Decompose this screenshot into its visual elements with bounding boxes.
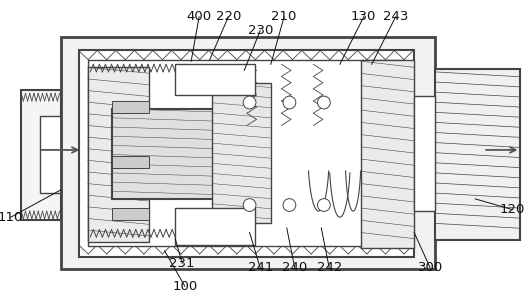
Text: 220: 220 bbox=[216, 10, 241, 23]
Circle shape bbox=[318, 96, 330, 109]
Text: 210: 210 bbox=[271, 10, 297, 23]
Bar bbox=[212, 83, 271, 223]
Text: 110: 110 bbox=[0, 211, 23, 224]
Text: 130: 130 bbox=[351, 10, 376, 23]
Text: 120: 120 bbox=[500, 203, 525, 216]
Bar bbox=[112, 208, 149, 220]
Text: 241: 241 bbox=[247, 261, 273, 274]
Bar bbox=[88, 60, 404, 246]
Circle shape bbox=[283, 199, 296, 211]
Bar bbox=[88, 67, 149, 242]
Circle shape bbox=[243, 199, 256, 211]
Circle shape bbox=[243, 96, 256, 109]
Bar bbox=[79, 50, 414, 257]
Bar bbox=[112, 156, 149, 168]
Bar bbox=[175, 64, 255, 95]
Text: 100: 100 bbox=[172, 280, 198, 293]
Bar bbox=[112, 109, 255, 199]
Text: 243: 243 bbox=[383, 10, 408, 23]
Bar bbox=[61, 37, 435, 269]
Circle shape bbox=[283, 96, 296, 109]
Text: 240: 240 bbox=[282, 261, 307, 274]
Bar bbox=[112, 101, 149, 113]
Bar bbox=[414, 96, 435, 211]
Bar bbox=[40, 116, 61, 193]
Circle shape bbox=[318, 199, 330, 211]
Text: 400: 400 bbox=[186, 10, 212, 23]
Bar bbox=[21, 90, 61, 220]
Bar bbox=[175, 208, 255, 245]
Text: 230: 230 bbox=[247, 24, 273, 37]
Bar bbox=[435, 69, 520, 240]
Text: 242: 242 bbox=[316, 261, 342, 274]
Bar bbox=[361, 60, 414, 248]
Text: 300: 300 bbox=[417, 261, 443, 274]
Text: 231: 231 bbox=[169, 257, 195, 270]
